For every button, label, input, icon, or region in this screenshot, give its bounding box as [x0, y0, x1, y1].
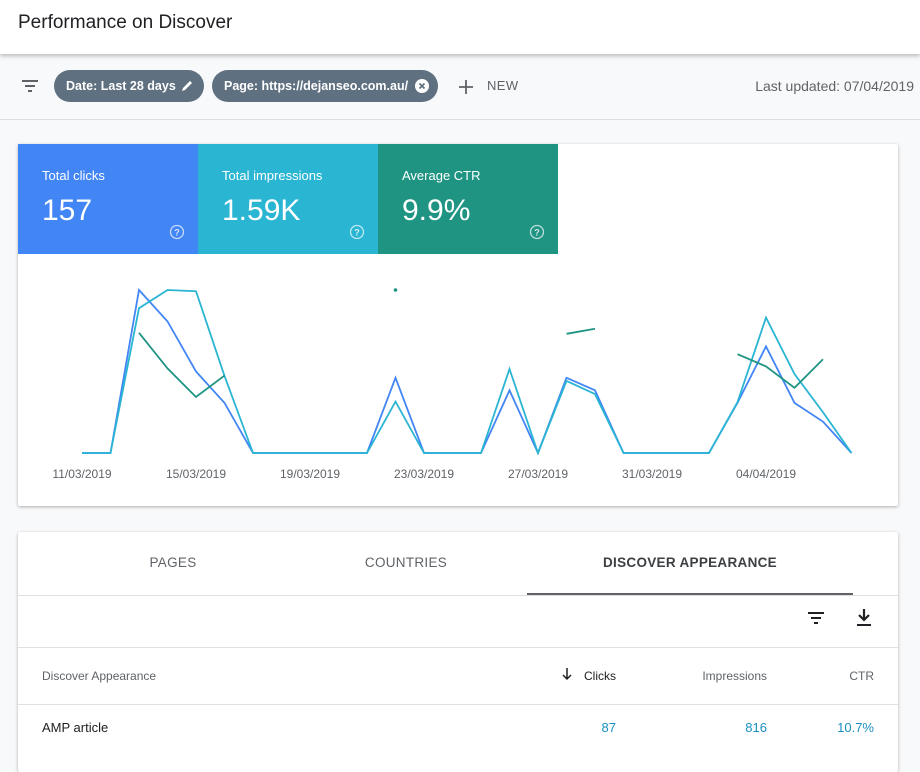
divider: [18, 704, 898, 705]
column-header[interactable]: Impressions: [702, 669, 767, 683]
metric-label: Average CTR: [402, 168, 481, 183]
svg-text:?: ?: [174, 228, 180, 238]
table-cell: 10.7%: [837, 720, 874, 735]
tab[interactable]: PAGES: [149, 555, 197, 570]
page-title: Performance on Discover: [18, 12, 233, 33]
filter-bar: Date: Last 28 days Page: https://dejanse…: [0, 54, 920, 120]
x-tick-label: 04/04/2019: [736, 467, 796, 481]
svg-text:?: ?: [354, 228, 360, 238]
divider: [18, 595, 898, 596]
x-tick-label: 11/03/2019: [52, 467, 111, 481]
table-cell: AMP article: [42, 720, 109, 735]
table-card: PAGES COUNTRIES DISCOVER APPEARANCE Discov…: [18, 532, 898, 772]
series-line: [82, 289, 853, 456]
series-line: [566, 327, 596, 335]
last-updated: Last updated: 07/04/2019: [755, 78, 914, 94]
metric-label: Total impressions: [222, 168, 323, 183]
filter-rows-icon[interactable]: [807, 610, 825, 626]
divider: [18, 647, 898, 648]
series-line: [737, 353, 824, 389]
x-tick-label: 27/03/2019: [508, 467, 568, 481]
data-point: [393, 288, 398, 292]
chart: 11/03/2019 15/03/2019 19/03/2019 23/03/2019…: [52, 288, 853, 481]
metric-card[interactable]: Total clicks 157?: [18, 144, 198, 254]
chip-label: Date: Last 28 days: [66, 79, 176, 93]
column-header[interactable]: Discover Appearance: [42, 669, 157, 683]
remove-icon[interactable]: [415, 79, 429, 93]
download-icon[interactable]: [855, 608, 873, 628]
metric-card[interactable]: Average CTR 9.9%?: [378, 144, 558, 254]
tab[interactable]: DISCOVER APPEARANCE: [603, 555, 777, 570]
chart-card: Total clicks 157? Total impressions 1.59K? A…: [18, 144, 898, 506]
sort-arrow: [562, 668, 572, 681]
series-line: [138, 332, 226, 399]
column-header[interactable]: Clicks: [584, 669, 616, 683]
metric-value: 157: [42, 194, 93, 227]
header: Performance on Discover: [0, 0, 920, 54]
page-chip[interactable]: Page: https://dejanseo.com.au/: [212, 70, 438, 102]
x-tick-label: 23/03/2019: [394, 467, 454, 481]
metric-label: Total clicks: [42, 168, 105, 183]
tab[interactable]: COUNTRIES: [364, 555, 448, 570]
svg-text:?: ?: [534, 228, 540, 238]
plus-icon[interactable]: [458, 79, 474, 95]
new-button[interactable]: NEW: [487, 78, 519, 93]
help-icon[interactable]: ?: [529, 224, 545, 240]
metric-value: 9.9%: [402, 194, 471, 227]
help-icon[interactable]: ?: [169, 224, 185, 240]
metric-card[interactable]: Total impressions 1.59K?: [198, 144, 378, 254]
table-cell: 816: [745, 720, 767, 735]
date-chip[interactable]: Date: Last 28 days: [54, 70, 204, 102]
tab-indicator: [527, 593, 853, 595]
x-tick-label: 15/03/2019: [166, 467, 226, 481]
x-tick-label: 31/03/2019: [622, 467, 682, 481]
column-header[interactable]: CTR: [849, 669, 874, 683]
chip-label: Page: https://dejanseo.com.au/: [224, 79, 409, 93]
filter-icon[interactable]: [20, 77, 40, 95]
series-line: [82, 288, 853, 456]
table-cell: 87: [601, 720, 616, 735]
help-icon[interactable]: ?: [349, 224, 365, 240]
edit-icon: [182, 81, 192, 91]
metric-value: 1.59K: [222, 194, 301, 227]
x-tick-label: 19/03/2019: [280, 467, 340, 481]
